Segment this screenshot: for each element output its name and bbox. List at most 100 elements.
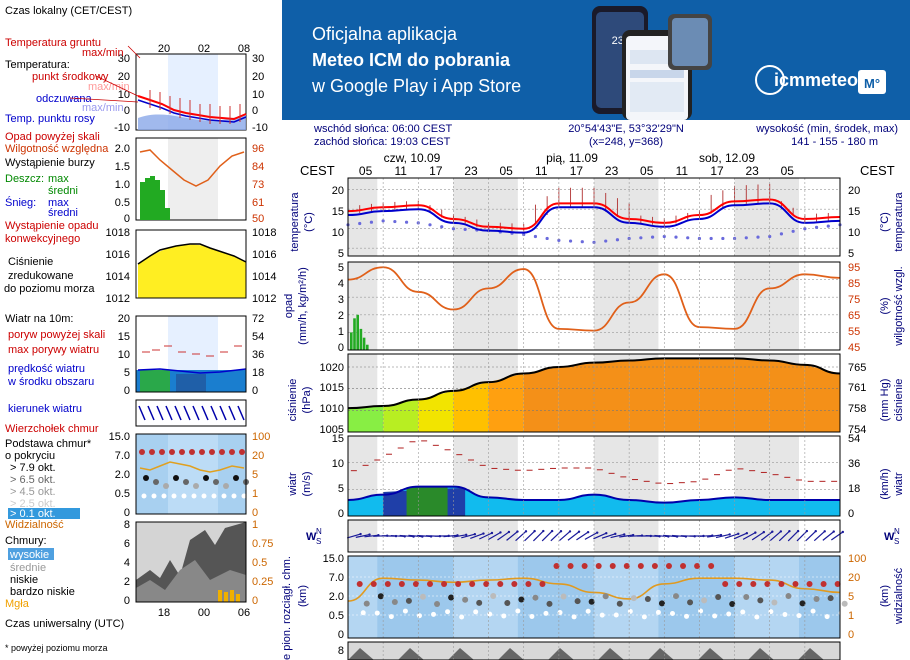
wind-arrow-head bbox=[586, 530, 590, 534]
wind-label-right: wiatr bbox=[893, 472, 905, 497]
location-info: wschód słońca: 06:00 CEST zachód słońca:… bbox=[282, 120, 910, 150]
wind-arrow bbox=[346, 533, 361, 539]
legend-cl-tick-r3: 0.25 bbox=[252, 576, 273, 588]
legend-cloud-dot bbox=[239, 449, 245, 455]
wind-arrow bbox=[742, 532, 756, 540]
icmmeteo-logo[interactable]: icmmeteo M° bbox=[755, 65, 886, 95]
cloud-base-dot bbox=[462, 596, 469, 603]
wind-arrow bbox=[593, 532, 607, 540]
cloud-base-dot bbox=[729, 601, 736, 607]
legend-precip-tick-l4: 0 bbox=[124, 213, 130, 225]
timezone-left: CEST bbox=[300, 163, 335, 178]
legend-temp-feels: odczuwana bbox=[36, 93, 93, 105]
precip-tick-r5: 45 bbox=[848, 342, 860, 354]
legend-hour-08: 08 bbox=[238, 43, 250, 55]
night-band bbox=[734, 178, 799, 256]
wind-arrow bbox=[550, 530, 562, 542]
legend-cl-tick-r2: 0.5 bbox=[252, 557, 267, 569]
legend-precip-tick-r1: 84 bbox=[252, 161, 264, 173]
legend-press-tick-l0: 1018 bbox=[106, 227, 130, 239]
cloud-base-dot bbox=[757, 597, 764, 604]
legend-precip-above: Opad powyżej skali bbox=[5, 131, 100, 143]
cloud-low-dot bbox=[459, 614, 465, 620]
promo-banner[interactable]: Oficjalna aplikacja Meteo ICM do pobrani… bbox=[282, 0, 910, 120]
cloud-base-dot bbox=[546, 600, 553, 607]
cloud-top-dot bbox=[441, 581, 448, 587]
cloud-top-dot bbox=[764, 581, 771, 587]
svg-text:W: W bbox=[306, 531, 317, 543]
legend-top-hours: 20 02 08 bbox=[158, 43, 250, 55]
cloud-base-dot bbox=[377, 593, 384, 600]
legend-cl-high: wysokie bbox=[9, 549, 49, 561]
precip-tick-l5: 0 bbox=[338, 342, 344, 354]
legend-temp-tick-r3: 0 bbox=[252, 105, 258, 117]
legend-cb-visibility: Widzialność bbox=[5, 519, 64, 531]
panel-frame bbox=[347, 519, 841, 553]
cloud-base-dot bbox=[743, 594, 750, 601]
legend-cb-tick-r2: 5 bbox=[252, 469, 258, 481]
wind-arrow-head bbox=[516, 530, 519, 533]
dew-point-dot bbox=[615, 238, 620, 242]
cloud-base-dot bbox=[841, 600, 848, 607]
dew-point-dot bbox=[381, 219, 385, 223]
legend-precip-snow-max: max bbox=[48, 197, 69, 209]
dew-point-dot bbox=[791, 229, 795, 233]
precip-label-right-unit: (%) bbox=[879, 297, 891, 314]
cloud-base-dot bbox=[560, 593, 567, 600]
temp-tick-l1: 15 bbox=[332, 206, 344, 218]
legend-cloud-dot bbox=[139, 449, 145, 455]
hour-label: 23 bbox=[605, 164, 619, 178]
cloud-top-dot bbox=[834, 581, 841, 587]
night-band bbox=[594, 262, 659, 350]
precip-tick-l0: 5 bbox=[338, 262, 344, 274]
wind-arrow-head bbox=[499, 531, 502, 534]
press-tick-r3: 754 bbox=[848, 424, 866, 436]
dew-point-dot bbox=[440, 225, 444, 229]
cloud-tick-r2: 5 bbox=[848, 591, 854, 603]
compass-left-icon: W N S bbox=[306, 527, 322, 546]
wind-arrow-head bbox=[745, 531, 749, 535]
dew-point-dot bbox=[826, 224, 830, 228]
wind-arrow-head bbox=[524, 530, 528, 533]
cloud-base-dot bbox=[701, 597, 708, 604]
pressure-fill bbox=[734, 358, 770, 432]
cloud-top-dot bbox=[595, 563, 602, 569]
temp-tick-r3: 5 bbox=[848, 248, 854, 260]
dew-point-dot bbox=[393, 219, 397, 224]
clouds-strip-shape bbox=[698, 648, 724, 660]
legend-cb-tick-r1: 20 bbox=[252, 450, 264, 462]
svg-text:N: N bbox=[316, 527, 322, 536]
legend-precip-snow-avg: średni bbox=[48, 207, 78, 219]
panel-side-labels: temperatura (°C) (°C) temperatura opad (… bbox=[282, 191, 905, 660]
legend-wind-panel: 20 15 10 5 0 72 54 36 18 0 Wiatr na 10m:… bbox=[5, 313, 264, 397]
temp-label-right: temperatura bbox=[893, 191, 905, 251]
cloud-top-dot bbox=[455, 581, 462, 587]
coords-text: 20°54'43"E, 53°32'29"N bbox=[568, 123, 684, 135]
cloud-base-dot bbox=[434, 600, 441, 607]
clouds-strip-shape bbox=[748, 648, 774, 660]
wind-arrow-head bbox=[577, 530, 581, 533]
legend-wind-tick-l0: 20 bbox=[118, 313, 130, 325]
legend-press-title-3: do poziomu morza bbox=[4, 283, 95, 295]
legend-precip-panel: 2.0 1.5 1.0 0.5 0 96 84 73 61 50 Opad po… bbox=[5, 131, 264, 245]
cloud-base-dot bbox=[658, 600, 665, 607]
pressure-fill bbox=[488, 373, 524, 432]
legend-cl-title: Chmury: bbox=[5, 535, 47, 547]
legend-ground-temp-mm: max/min bbox=[82, 47, 124, 59]
cloud-base-dot bbox=[673, 593, 679, 600]
banner-line2: Meteo ICM do pobrania bbox=[312, 50, 511, 70]
legend-wind-tick-r3: 18 bbox=[252, 367, 264, 379]
legend-wind-arrow bbox=[183, 405, 191, 421]
temp-tick-r0: 20 bbox=[848, 185, 860, 197]
legend-press-title-1: Ciśnienie bbox=[8, 256, 53, 268]
legend-hour-20: 20 bbox=[158, 43, 170, 55]
legend-cb-c3: > 4.5 okt. bbox=[10, 486, 56, 498]
wind-arrow bbox=[805, 530, 817, 542]
legend-cloud-dot bbox=[171, 493, 177, 499]
legend-precip-snow: Śnieg: bbox=[5, 196, 36, 209]
height-values: 141 - 155 - 180 m bbox=[791, 136, 878, 148]
legend-footnote: * powyżej poziomu morza bbox=[5, 643, 108, 653]
temp-tick-r1: 15 bbox=[848, 206, 860, 218]
dew-point-dot bbox=[463, 227, 467, 231]
legend-cb-tick-l4: 0 bbox=[124, 507, 130, 519]
